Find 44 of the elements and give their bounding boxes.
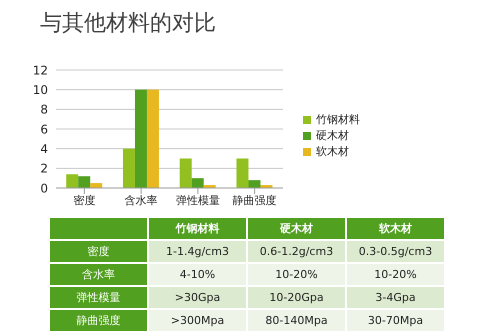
bar [192, 178, 204, 188]
text: 10-20Gpa [269, 291, 324, 304]
category-label: 静曲强度 [76, 314, 120, 327]
x-tick-label: 静曲强度 [232, 194, 277, 207]
bar [236, 158, 248, 188]
text: 3-4Gpa [375, 291, 416, 304]
category-label: 硬木材 [248, 218, 345, 239]
bar [78, 176, 90, 188]
text: 10-20% [275, 268, 318, 281]
text: 1-1.4g/cm3 [166, 245, 229, 258]
y-tick-label: 2 [40, 162, 48, 176]
text: 30-70Mpa [368, 314, 424, 327]
legend-label: 软木材 [315, 144, 350, 160]
text: >300Mpa [170, 314, 224, 327]
x-tick-label: 密度 [73, 194, 96, 207]
y-tick-label: 10 [32, 82, 48, 97]
x-tick-label: 弹性模量 [176, 194, 220, 207]
bar [66, 174, 78, 188]
category-label: 弹性模量 [76, 291, 120, 304]
x-tick-label: 含水率 [124, 194, 158, 207]
y-tick-label: 0 [40, 181, 48, 196]
text: 4-10% [180, 268, 216, 281]
bar [248, 180, 260, 188]
category-label: 软木材 [347, 218, 444, 239]
bar [180, 158, 192, 188]
legend-label: 竹钢材料 [315, 112, 360, 128]
bar [122, 148, 135, 188]
y-tick-label: 12 [32, 63, 48, 78]
y-tick-label: 6 [40, 122, 48, 136]
category-label: 含水率 [82, 268, 115, 281]
text: 10-20% [374, 268, 417, 281]
text: 0.3-0.5g/cm3 [358, 245, 432, 258]
text: 80-140Mpa [265, 314, 328, 327]
y-tick-label: 8 [40, 102, 48, 117]
category-label: 密度 [88, 245, 110, 258]
category-label: 竹钢材料 [149, 218, 246, 239]
bar [90, 183, 102, 188]
legend-label: 硬木材 [315, 128, 350, 144]
text: 0.6-1.2g/cm3 [260, 245, 334, 258]
bar [134, 90, 147, 188]
bar [146, 90, 159, 188]
text: >30Gpa [174, 291, 220, 304]
y-tick-label: 4 [40, 142, 48, 156]
chart-title: 与其他材料的对比 [40, 10, 216, 38]
